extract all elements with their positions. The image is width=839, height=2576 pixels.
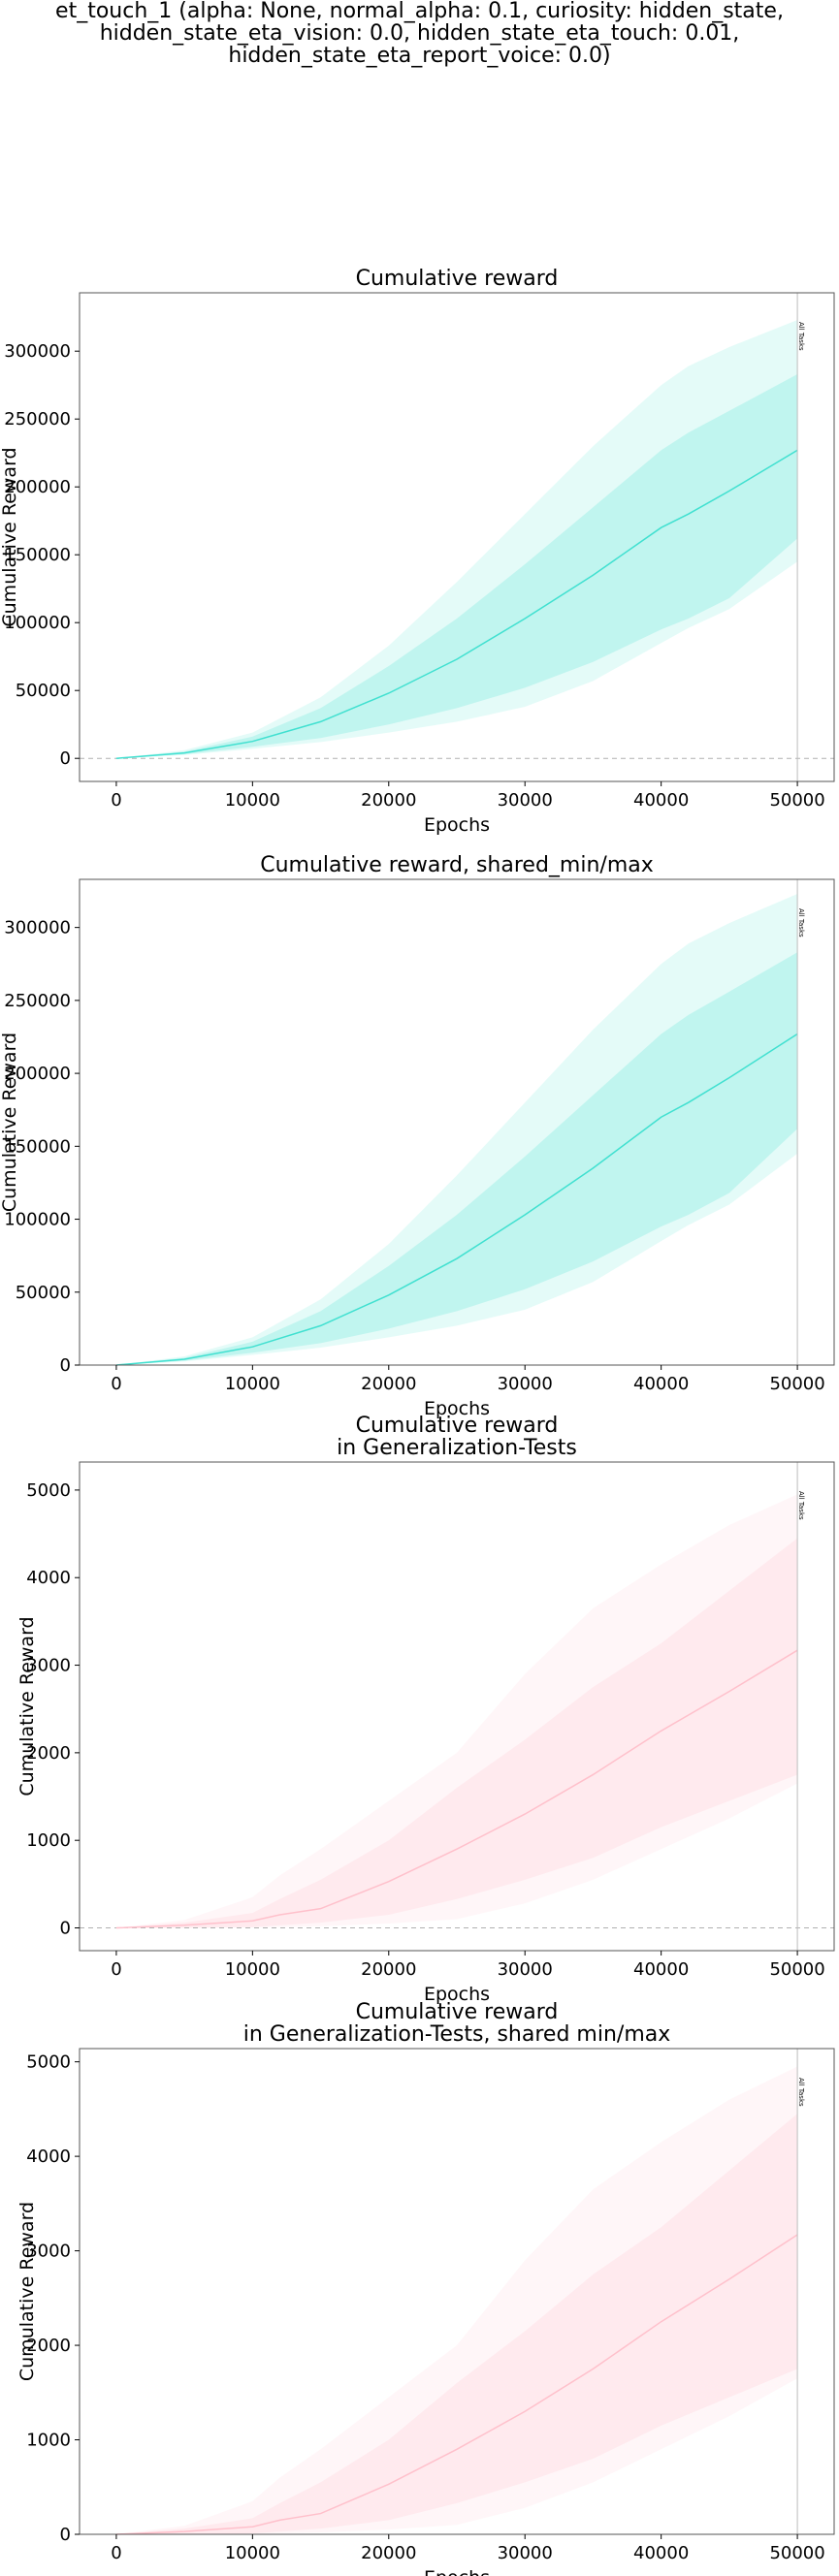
chart-1-ytick-label-6: 300000 (4, 918, 71, 938)
chart-1-ytick-label-5: 250000 (4, 991, 71, 1011)
chart-2-plot-frame (79, 1461, 835, 1952)
figure-suptitle: et_touch_1 (alpha: None, normal_alpha: 0… (0, 0, 839, 67)
chart-2-xtick-label-1: 10000 (225, 1959, 280, 1980)
chart-2-ytick-label-1: 1000 (26, 1830, 71, 1851)
suptitle-line-2: hidden_state_eta_vision: 0.0, hidden_sta… (99, 21, 740, 46)
chart-0-mean-line (115, 449, 798, 759)
chart-3-ytick-label-5: 5000 (26, 2052, 71, 2073)
chart-3-plot-frame (79, 2048, 835, 2535)
chart-1-xtick-label-0: 0 (111, 1374, 121, 1394)
chart-3-xlabel: Epochs (424, 2567, 490, 2576)
chart-3-mean-line (115, 2234, 798, 2535)
chart-3-ytick-label-0: 0 (60, 2525, 71, 2545)
chart-0-xtick-label-5: 50000 (769, 790, 824, 811)
chart-0-plot-frame (79, 292, 835, 782)
chart-3-xtick-label-3: 30000 (498, 2543, 553, 2563)
chart-2-xlabel: Epochs (424, 1984, 490, 2005)
chart-1-xtick-label-4: 40000 (633, 1374, 689, 1394)
chart-2-task-marker-label: All Tasks (797, 1491, 805, 1520)
chart-3-ytick-label-2: 2000 (26, 2336, 71, 2356)
chart-2-ytick-label-0: 0 (60, 1919, 71, 1939)
chart-3-task-marker-label: All Tasks (797, 2078, 805, 2107)
chart-1-xtick-label-5: 50000 (769, 1374, 824, 1394)
chart-0-ylabel: Cumulative Reward (0, 447, 20, 626)
chart-3-ytick-label-3: 3000 (26, 2242, 71, 2262)
chart-2-title-line-1: Cumulative reward (356, 1414, 559, 1438)
chart-1-task-marker-label: All Tasks (797, 908, 805, 938)
chart-3-title-line-1: Cumulative reward (356, 2000, 559, 2024)
chart-1-ytick-label-3: 150000 (4, 1136, 71, 1157)
chart-3-xtick-label-2: 20000 (361, 2543, 416, 2563)
chart-0-ytick-label-5: 250000 (4, 409, 71, 429)
suptitle-line-3: hidden_state_eta_report_voice: 0.0) (228, 44, 611, 68)
chart-1-std-band (115, 952, 798, 1365)
chart-0-ytick-label-0: 0 (60, 748, 71, 769)
chart-2-ytick-label-4: 4000 (26, 1568, 71, 1588)
chart-0-task-marker-label: All Tasks (797, 322, 805, 351)
chart-3-xtick-label-0: 0 (111, 2543, 121, 2563)
chart-3-title-line-2: in Generalization-Tests, shared min/max (243, 2022, 671, 2047)
chart-0-xtick-label-2: 20000 (361, 790, 416, 811)
chart-0-xlabel: Epochs (424, 814, 490, 836)
chart-2-ytick-label-3: 3000 (26, 1656, 71, 1676)
chart-0-xtick-label-3: 30000 (498, 790, 553, 811)
chart-0-xtick-label-0: 0 (111, 790, 121, 811)
chart-cumulative-reward: Cumulative reward All Tasks 0 10000 20000 300… (0, 267, 835, 836)
chart-3-xtick-label-4: 40000 (633, 2543, 689, 2563)
chart-2-ytick-label-2: 2000 (26, 1743, 71, 1764)
chart-1-ytick-label-2: 100000 (4, 1210, 71, 1230)
chart-1-xtick-label-3: 30000 (498, 1374, 553, 1394)
chart-2-ylabel: Cumulative Reward (16, 1616, 38, 1796)
chart-2-title-line-2: in Generalization-Tests (337, 1436, 577, 1460)
chart-2-xtick-label-4: 40000 (633, 1959, 689, 1980)
chart-2-xtick-label-2: 20000 (361, 1959, 416, 1980)
chart-2-mean-line (115, 1649, 798, 1929)
chart-0-ytick-label-6: 300000 (4, 341, 71, 362)
chart-2-xtick-label-3: 30000 (498, 1959, 553, 1980)
chart-1-ytick-label-1: 50000 (16, 1283, 71, 1303)
chart-3-minmax-band (115, 2066, 798, 2534)
chart-0-ytick-label-2: 100000 (4, 613, 71, 633)
chart-3-ylabel: Cumulative Reward (16, 2202, 38, 2381)
chart-0-xtick-label-1: 10000 (225, 790, 280, 811)
chart-1-xtick-label-2: 20000 (361, 1374, 416, 1394)
chart-3-ytick-label-1: 1000 (26, 2431, 71, 2451)
chart-2-std-band (115, 1538, 798, 1928)
chart-1-xtick-label-1: 10000 (225, 1374, 280, 1394)
chart-1-ylabel: Cumulative Reward (0, 1033, 20, 1212)
chart-1-title-line-1: Cumulative reward, shared_min/max (260, 853, 654, 877)
chart-2-xtick-label-0: 0 (111, 1959, 121, 1980)
chart-1-minmax-band (115, 894, 798, 1365)
chart-0-xtick-label-4: 40000 (633, 790, 689, 811)
chart-0-ytick-label-4: 200000 (4, 477, 71, 497)
chart-0-std-band (115, 374, 798, 759)
chart-0-title-line-1: Cumulative reward (356, 267, 559, 291)
chart-1-mean-line (115, 1033, 798, 1366)
chart-0-ytick-label-1: 50000 (16, 681, 71, 701)
chart-3-std-band (115, 2114, 798, 2534)
chart-2-minmax-band (115, 1494, 798, 1928)
chart-2-xtick-label-5: 50000 (769, 1959, 824, 1980)
chart-1-xlabel: Epochs (424, 1398, 490, 1419)
chart-3-ytick-label-4: 4000 (26, 2147, 71, 2167)
chart-3-xtick-label-5: 50000 (769, 2543, 824, 2563)
chart-0-ytick-label-3: 150000 (4, 545, 71, 565)
suptitle-line-1: et_touch_1 (alpha: None, normal_alpha: 0… (55, 0, 784, 23)
chart-cumulative-reward-shared: Cumulative reward, shared_min/max All Tas… (0, 853, 835, 1419)
chart-1-ytick-label-0: 0 (60, 1355, 71, 1376)
chart-1-ytick-label-4: 200000 (4, 1064, 71, 1084)
chart-2-ytick-label-5: 5000 (26, 1480, 71, 1501)
chart-1-plot-frame (79, 878, 835, 1366)
chart-3-xtick-label-1: 10000 (225, 2543, 280, 2563)
chart-0-minmax-band (115, 320, 798, 759)
